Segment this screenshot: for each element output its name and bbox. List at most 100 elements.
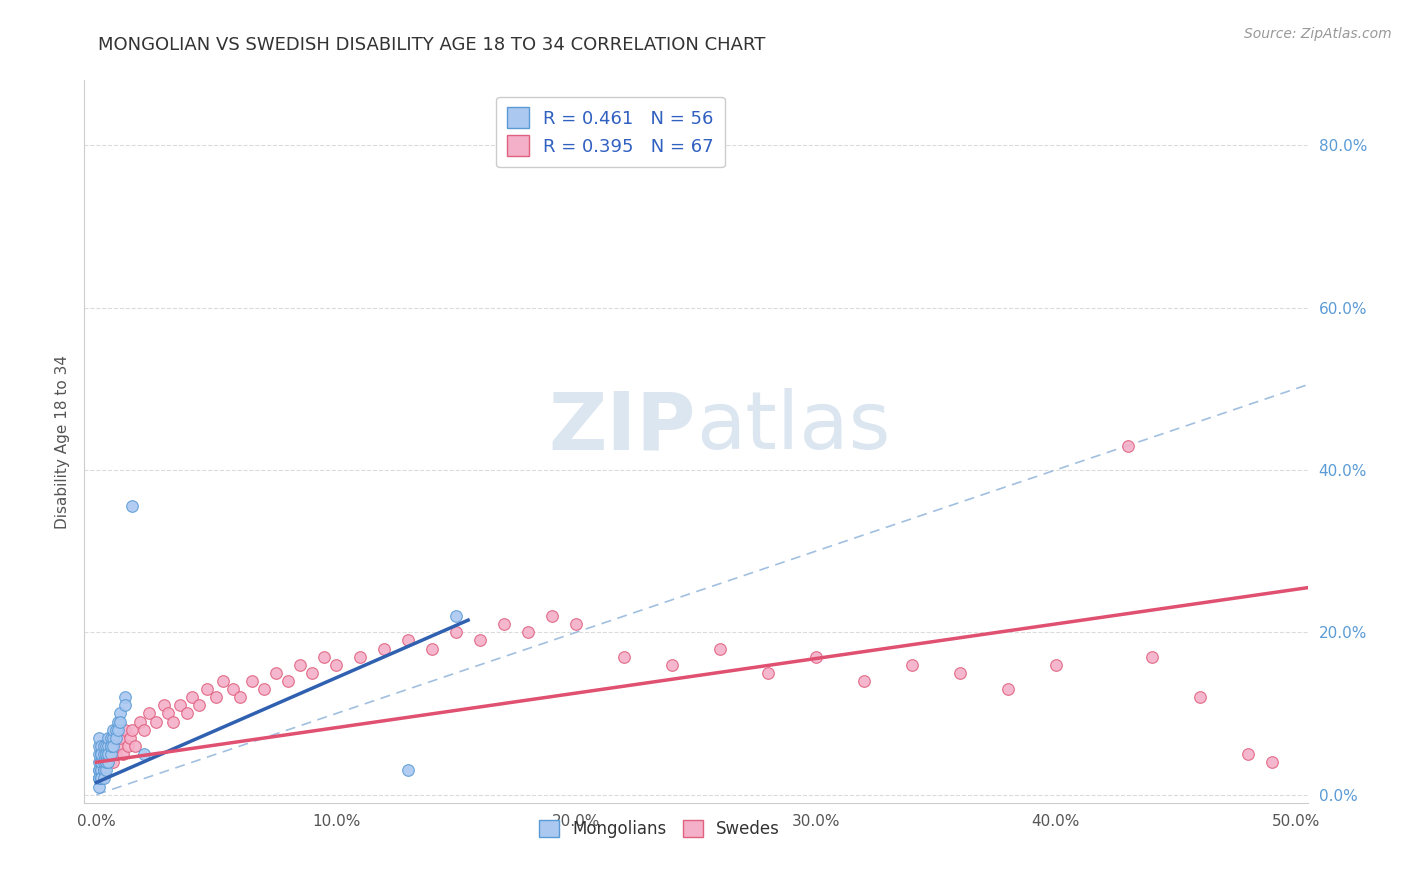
- Point: [90, 764, 112, 778]
- Point: [97, 755, 120, 769]
- Point: [101, 755, 124, 769]
- Point: [997, 682, 1019, 697]
- Point: [121, 500, 143, 514]
- Point: [264, 665, 287, 680]
- Point: [94, 747, 117, 761]
- Point: [661, 657, 683, 672]
- Point: [420, 641, 443, 656]
- Point: [104, 747, 127, 761]
- Point: [229, 690, 252, 705]
- Point: [107, 714, 129, 729]
- Point: [114, 690, 136, 705]
- Point: [90, 764, 112, 778]
- Point: [1236, 747, 1258, 761]
- Point: [222, 682, 245, 697]
- Text: Source: ZipAtlas.com: Source: ZipAtlas.com: [1244, 27, 1392, 41]
- Point: [373, 641, 395, 656]
- Point: [110, 706, 132, 721]
- Point: [94, 764, 117, 778]
- Point: [1260, 755, 1282, 769]
- Point: [517, 625, 540, 640]
- Point: [1188, 690, 1211, 705]
- Point: [111, 747, 134, 761]
- Point: [253, 682, 276, 697]
- Point: [212, 673, 235, 688]
- Point: [87, 731, 110, 745]
- Point: [396, 633, 419, 648]
- Point: [94, 739, 117, 753]
- Point: [100, 739, 122, 753]
- Point: [314, 649, 336, 664]
- Point: [157, 706, 180, 721]
- Point: [152, 698, 174, 713]
- Y-axis label: Disability Age 18 to 34: Disability Age 18 to 34: [55, 354, 70, 529]
- Point: [188, 698, 211, 713]
- Point: [93, 764, 115, 778]
- Point: [181, 690, 204, 705]
- Point: [97, 731, 120, 745]
- Point: [100, 731, 122, 745]
- Point: [101, 723, 124, 737]
- Point: [93, 755, 115, 769]
- Point: [124, 739, 146, 753]
- Point: [97, 747, 120, 761]
- Point: [107, 723, 129, 737]
- Point: [195, 682, 218, 697]
- Point: [97, 739, 120, 753]
- Point: [349, 649, 371, 664]
- Point: [87, 764, 110, 778]
- Point: [94, 747, 117, 761]
- Point: [100, 731, 122, 745]
- Point: [114, 723, 136, 737]
- Point: [325, 657, 347, 672]
- Point: [87, 772, 110, 786]
- Point: [93, 739, 115, 753]
- Point: [101, 739, 124, 753]
- Point: [1140, 649, 1163, 664]
- Point: [128, 714, 150, 729]
- Point: [90, 772, 112, 786]
- Point: [134, 723, 156, 737]
- Point: [145, 714, 167, 729]
- Point: [110, 714, 132, 729]
- Point: [117, 739, 139, 753]
- Point: [94, 755, 117, 769]
- Point: [444, 625, 467, 640]
- Legend: Mongolians, Swedes: Mongolians, Swedes: [531, 814, 787, 845]
- Point: [205, 690, 228, 705]
- Point: [101, 731, 124, 745]
- Point: [804, 649, 827, 664]
- Point: [93, 772, 115, 786]
- Point: [565, 617, 588, 632]
- Point: [93, 747, 115, 761]
- Point: [134, 747, 156, 761]
- Point: [138, 706, 160, 721]
- Point: [949, 665, 972, 680]
- Point: [901, 657, 924, 672]
- Point: [1116, 439, 1139, 453]
- Point: [110, 731, 132, 745]
- Point: [87, 739, 110, 753]
- Point: [87, 755, 110, 769]
- Point: [93, 764, 115, 778]
- Point: [87, 747, 110, 761]
- Point: [93, 755, 115, 769]
- Point: [444, 609, 467, 624]
- Point: [87, 764, 110, 778]
- Point: [277, 673, 299, 688]
- Point: [87, 772, 110, 786]
- Point: [1045, 657, 1067, 672]
- Point: [107, 739, 129, 753]
- Point: [93, 764, 115, 778]
- Point: [162, 714, 184, 729]
- Point: [709, 641, 731, 656]
- Point: [100, 747, 122, 761]
- Point: [90, 772, 112, 786]
- Point: [90, 747, 112, 761]
- Point: [100, 739, 122, 753]
- Point: [101, 739, 124, 753]
- Point: [97, 747, 120, 761]
- Point: [90, 755, 112, 769]
- Point: [90, 755, 112, 769]
- Point: [90, 755, 112, 769]
